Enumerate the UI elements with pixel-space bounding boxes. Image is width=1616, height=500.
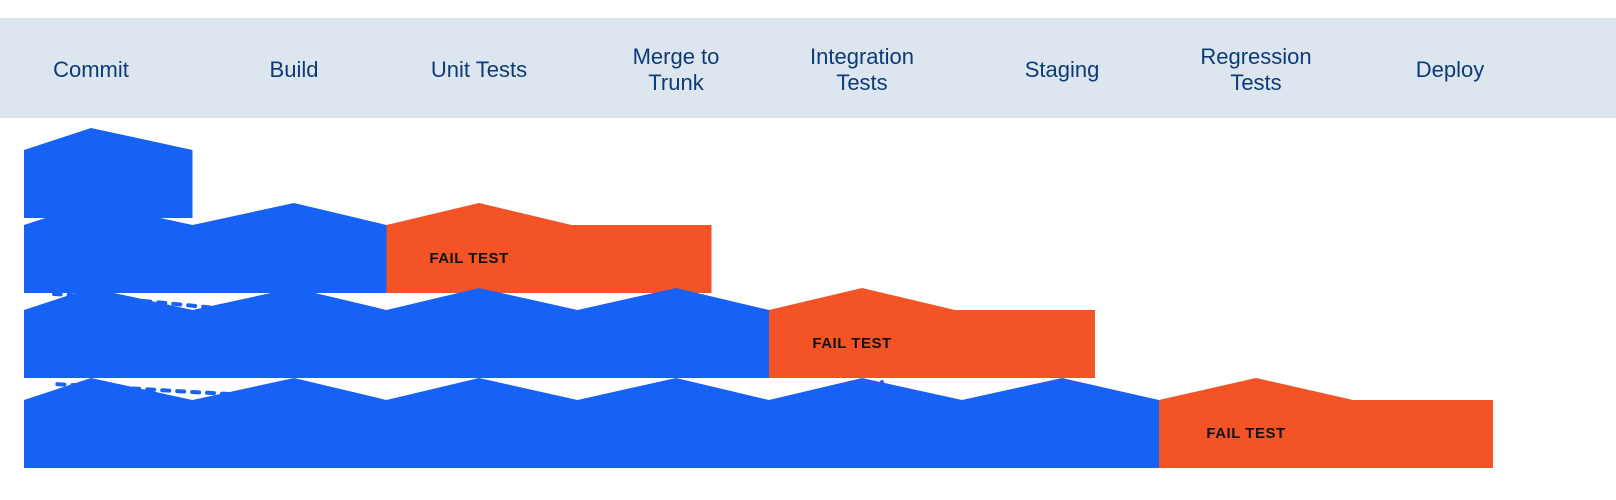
fail-ribbon [1159,378,1493,468]
pass-ribbon [24,203,387,293]
stage-label: Build [270,57,319,83]
stage-label: Deploy [1416,57,1484,83]
stage-label: Staging [1025,57,1100,83]
fail-test-label: FAIL TEST [429,250,508,267]
fail-test-label: FAIL TEST [812,335,891,352]
fail-test-label: FAIL TEST [1206,425,1285,442]
stage-label: Commit [53,57,129,83]
pipeline-diagram: Commit Build Unit Tests Merge to Trunk Integ… [0,0,1616,500]
fail-ribbon [769,288,1095,378]
stage-label: Regression Tests [1200,44,1311,97]
fail-ribbon [387,203,712,293]
pass-ribbon [24,288,769,378]
pass-ribbon [24,128,193,218]
stage-label: Integration Tests [810,44,914,97]
stage-label: Unit Tests [431,57,527,83]
diagram-svg [0,0,1616,500]
stage-label: Merge to Trunk [633,44,720,97]
